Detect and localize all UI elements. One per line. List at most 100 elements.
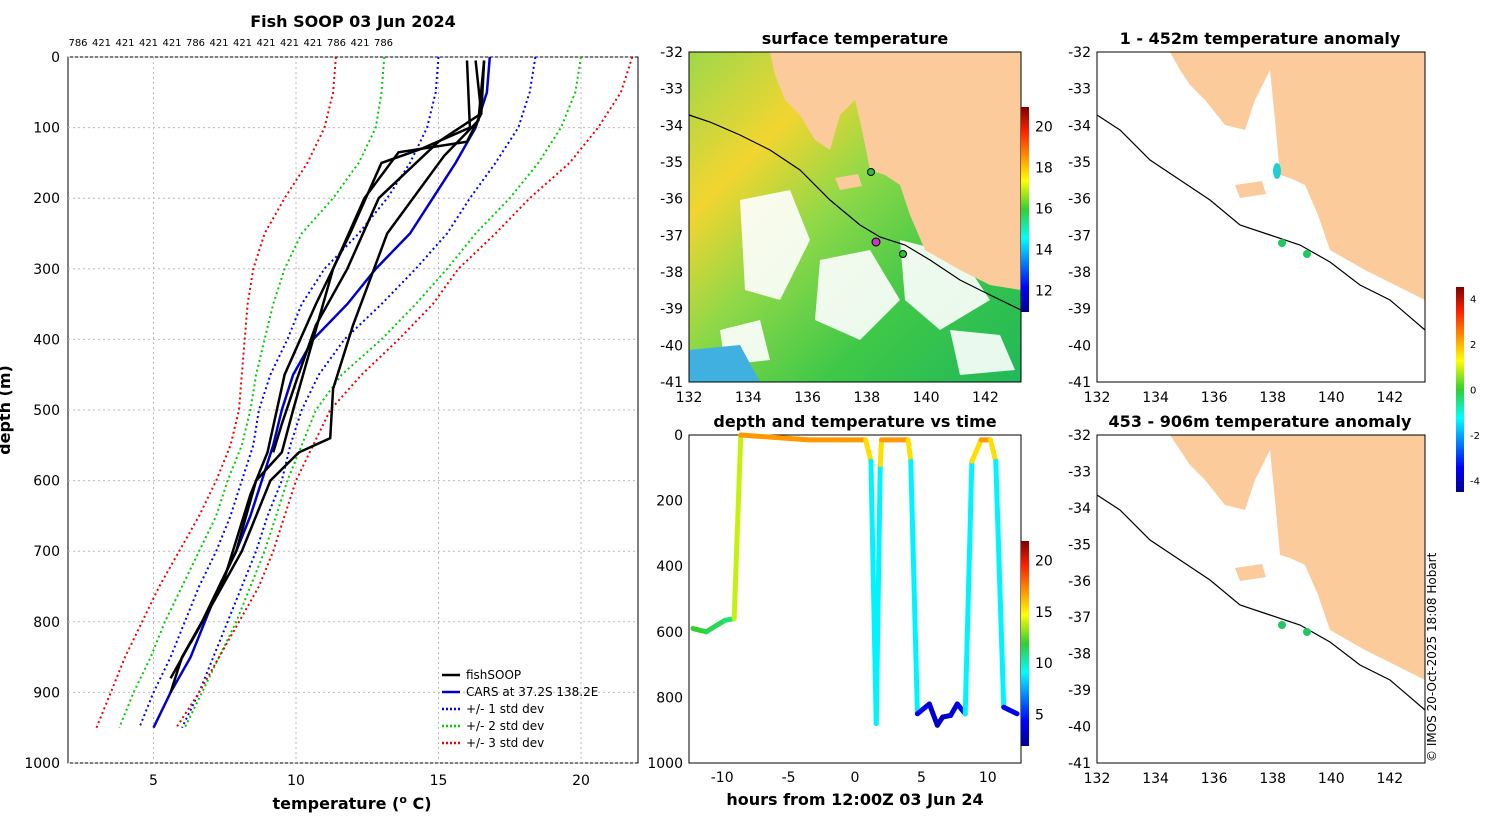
- ytick-label: 600: [33, 474, 60, 490]
- ytick-label: 800: [33, 615, 60, 631]
- ts-track: [690, 432, 1020, 728]
- map-ytick: -38: [1068, 647, 1091, 663]
- ts-xtick: 10: [979, 770, 997, 786]
- map-ytick: -34: [1068, 118, 1091, 134]
- anom1-shelf-break: [1096, 114, 1426, 331]
- sst-ticks: 12 14 16 18 20: [1035, 120, 1053, 300]
- map-xtick: 136: [794, 390, 821, 406]
- profile-xlabel: temperature (o C): [272, 793, 431, 813]
- map-ytick: -40: [1068, 720, 1091, 736]
- ts-ytick: 400: [656, 559, 683, 575]
- legend-fish: fishSOOP: [466, 668, 521, 682]
- map-ytick: -32: [1068, 428, 1091, 444]
- anom2-kangaroo-island: [1235, 564, 1266, 581]
- sst-station-marker: [899, 250, 907, 258]
- sst-kangaroo-island: [835, 174, 862, 190]
- map-ytick: -34: [660, 118, 683, 134]
- sst-shelf-break: [688, 114, 1022, 311]
- map-ytick: -39: [1068, 302, 1091, 318]
- map-ytick: -37: [660, 228, 683, 244]
- map-xtick: 136: [1201, 771, 1228, 787]
- ts-xtick: 5: [917, 770, 926, 786]
- profile-legend: fishSOOP CARS at 37.2S 138.2E +/- 1 std …: [442, 668, 598, 750]
- cast-label: 421: [256, 38, 275, 49]
- map-ytick: -34: [1068, 501, 1091, 517]
- track-segment: [731, 432, 744, 622]
- sst-land: [770, 52, 1021, 290]
- ytick-label: 200: [33, 191, 60, 207]
- series-line: [175, 56, 634, 729]
- map-xtick: 132: [1084, 390, 1111, 406]
- ytick-label: 0: [51, 50, 60, 66]
- map-ytick: -41: [660, 375, 683, 391]
- anom1-point-b: [1303, 250, 1311, 258]
- sst-cool-water: [689, 345, 760, 382]
- legend-sd1: +/- 1 std dev: [466, 702, 544, 716]
- anom2-title: 453 - 906m temperature anomaly: [1109, 412, 1412, 431]
- map-xtick: 142: [1376, 771, 1403, 787]
- track-segment: [969, 437, 984, 464]
- legend-sd3: +/- 3 std dev: [466, 736, 544, 750]
- xtick-label: 10: [287, 773, 305, 789]
- sst-cbar-tick: 12: [1035, 284, 1053, 300]
- series-line: [138, 56, 440, 729]
- series-line: [152, 56, 492, 729]
- series-line: [272, 60, 483, 453]
- ts-title: depth and temperature vs time: [713, 412, 996, 431]
- ts-ytick: 200: [656, 494, 683, 510]
- cast-label: 421: [303, 38, 322, 49]
- map-ytick: -35: [660, 155, 683, 171]
- ts-cbar-tick: 5: [1035, 707, 1044, 723]
- sst-map: [688, 51, 1022, 383]
- sst-gulf-marker: [867, 168, 875, 176]
- ts-ytick: 800: [656, 690, 683, 706]
- ts-colorbar: [1021, 541, 1029, 746]
- ytick-label: 400: [33, 332, 60, 348]
- ytick-label: 700: [33, 544, 60, 560]
- anom-cbar-tick: -2: [1470, 431, 1480, 442]
- map-xtick: 134: [1142, 771, 1169, 787]
- map-xtick: 138: [853, 390, 880, 406]
- map-xtick: 138: [1259, 771, 1286, 787]
- ts-xtick: 0: [851, 770, 860, 786]
- track-segment: [738, 432, 812, 443]
- sst-cbar-tick: 14: [1035, 243, 1053, 259]
- xtick-label: 15: [430, 773, 448, 789]
- ts-xtick: -10: [711, 770, 734, 786]
- ts-cbar-tick: 10: [1035, 656, 1053, 672]
- xtick-label: 5: [149, 773, 158, 789]
- anom1-land: [1170, 52, 1425, 300]
- track-segment: [987, 437, 999, 464]
- cast-label: 421: [92, 38, 111, 49]
- series-line: [118, 56, 386, 729]
- cast-label: 786: [186, 38, 205, 49]
- track-segment: [962, 458, 975, 717]
- track-segment: [877, 437, 885, 468]
- anom1-gulf-point: [1273, 163, 1281, 179]
- series-line: [181, 56, 537, 729]
- track-segment: [1001, 704, 1020, 717]
- profile-top-labels: 786 421 421 421 421 786 421 421 421 421 421 786 421 7…: [68, 38, 393, 49]
- anom-colorbar: [1456, 287, 1464, 492]
- map-xtick: 134: [1142, 390, 1169, 406]
- ytick-label: 300: [33, 262, 60, 278]
- ts-ytick: 600: [656, 625, 683, 641]
- series-line: [169, 60, 486, 693]
- sst-ship-marker: [871, 237, 881, 247]
- map-ytick: -38: [660, 265, 683, 281]
- map-xtick: 132: [1084, 771, 1111, 787]
- anom-cbar-tick: -4: [1470, 477, 1480, 488]
- map-ytick: -36: [1068, 574, 1091, 590]
- cast-label: 421: [209, 38, 228, 49]
- series-line: [189, 60, 486, 644]
- profile-ylabel: depth (m): [0, 365, 14, 455]
- legend-sd2: +/- 2 std dev: [466, 719, 544, 733]
- ts-ticks: -10 -5 0 5 10 0 200 400 600 800 1000 5 10 15 20: [647, 428, 1052, 786]
- ytick-label: 500: [33, 403, 60, 419]
- map-ytick: -40: [1068, 338, 1091, 354]
- ytick-label: 1000: [24, 756, 60, 772]
- cast-label: 421: [139, 38, 158, 49]
- anom2-land: [1170, 435, 1425, 680]
